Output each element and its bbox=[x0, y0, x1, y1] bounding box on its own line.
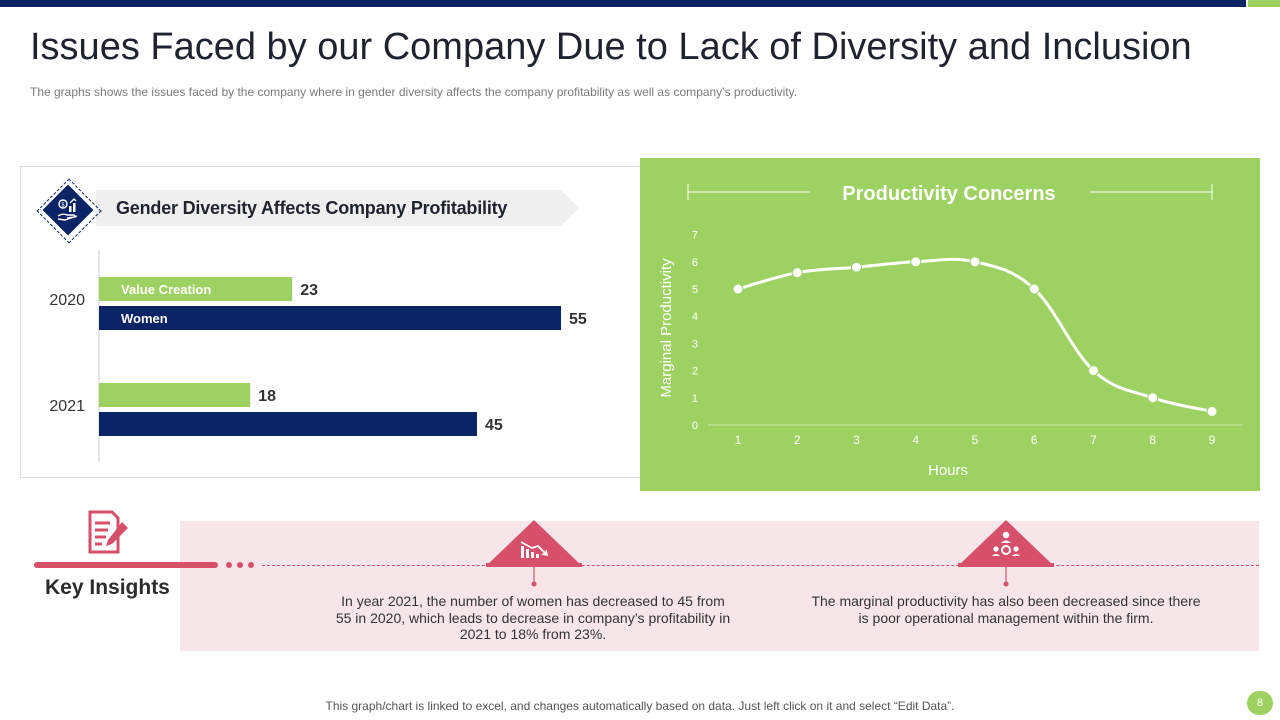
x-tick-label: 8 bbox=[1149, 433, 1156, 447]
y-tick-label: 6 bbox=[692, 257, 698, 269]
productivity-data-point bbox=[851, 261, 862, 273]
x-tick-label: 9 bbox=[1209, 433, 1216, 447]
insights-divider bbox=[262, 565, 1259, 566]
insights-accent-line bbox=[34, 562, 218, 568]
bar-series-label: Women bbox=[121, 311, 168, 326]
productivity-data-point bbox=[791, 267, 803, 279]
y-tick-label: 3 bbox=[692, 338, 698, 350]
y-tick-label: 7 bbox=[692, 230, 698, 242]
svg-text:$: $ bbox=[61, 202, 65, 209]
footer-note: This graph/chart is linked to excel, and… bbox=[325, 699, 955, 713]
productivity-data-point bbox=[1147, 392, 1159, 404]
x-tick-label: 7 bbox=[1090, 433, 1097, 447]
page-number: 8 bbox=[1247, 691, 1273, 715]
y-tick-label: 2 bbox=[692, 366, 698, 378]
bar-value-label: 55 bbox=[569, 311, 587, 328]
y-tick-label: 5 bbox=[692, 284, 698, 296]
bar-category-label: 2020 bbox=[49, 292, 85, 309]
top-accent-bar-green bbox=[1248, 0, 1280, 7]
accent-dot bbox=[248, 562, 254, 568]
dollar-hand-growth-icon: $ bbox=[57, 198, 78, 221]
insights-band bbox=[180, 521, 1259, 651]
bar-value-label: 23 bbox=[300, 282, 318, 299]
x-tick-label: 4 bbox=[912, 433, 919, 447]
x-tick-label: 6 bbox=[1031, 433, 1038, 447]
productivity-data-point bbox=[1206, 405, 1218, 417]
profitability-bar-chart: 2020 Value Creation 23 Women 55 2021 18 45 bbox=[49, 250, 587, 462]
bar-women-2021 bbox=[99, 412, 477, 436]
y-tick-label: 0 bbox=[692, 420, 698, 432]
accent-dot bbox=[226, 562, 232, 568]
x-tick-label: 2 bbox=[794, 433, 801, 447]
productivity-data-point bbox=[910, 256, 922, 268]
productivity-chart-panel bbox=[640, 158, 1260, 491]
productivity-data-point bbox=[1028, 283, 1040, 295]
chart-decrease-icon bbox=[486, 520, 582, 587]
y-tick-label: 1 bbox=[692, 393, 698, 405]
accent-dot bbox=[237, 562, 243, 568]
productivity-series-line bbox=[737, 257, 1213, 413]
y-axis-label: Marginal Productivity bbox=[658, 258, 675, 398]
key-insights-heading: Key Insights bbox=[45, 576, 170, 599]
bar-value-creation-2020 bbox=[99, 277, 293, 301]
bar-category-label: 2021 bbox=[49, 398, 85, 415]
x-tick-label: 3 bbox=[853, 433, 860, 447]
y-tick-label: 4 bbox=[692, 311, 698, 323]
x-tick-label: 1 bbox=[735, 433, 742, 447]
bar-value-label: 18 bbox=[258, 388, 276, 405]
insight-text-women: In year 2021, the number of women has de… bbox=[335, 593, 731, 642]
bar-women-2020 bbox=[99, 306, 561, 330]
bar-chart-title: Gender Diversity Affects Company Profita… bbox=[116, 198, 508, 218]
bar-series-label: Value Creation bbox=[121, 282, 211, 297]
productivity-data-point bbox=[969, 256, 981, 268]
document-edit-icon bbox=[88, 510, 128, 554]
line-chart-title: Productivity Concerns bbox=[842, 183, 1055, 205]
page-title: Issues Faced by our Company Due to Lack … bbox=[30, 26, 1192, 68]
team-management-icon bbox=[958, 520, 1054, 587]
chart-badge: $ bbox=[36, 178, 102, 244]
x-tick-label: 5 bbox=[972, 433, 979, 447]
productivity-line-chart: Productivity Concerns 0 1 2 3 4 5 6 7 1 2 3 4 5 6 7 8 9 Ho… bbox=[658, 183, 1243, 479]
chart-header-band bbox=[96, 190, 579, 226]
productivity-data-point bbox=[732, 283, 744, 295]
insight-text-productivity: The marginal productivity has also been … bbox=[811, 593, 1201, 626]
x-axis-label: Hours bbox=[928, 462, 968, 479]
top-accent-bar bbox=[0, 0, 1246, 7]
productivity-data-point bbox=[1088, 365, 1099, 377]
page-subtitle: The graphs shows the issues faced by the… bbox=[30, 85, 798, 99]
bar-value-creation-2021 bbox=[99, 383, 251, 407]
bar-value-label: 45 bbox=[485, 417, 503, 434]
